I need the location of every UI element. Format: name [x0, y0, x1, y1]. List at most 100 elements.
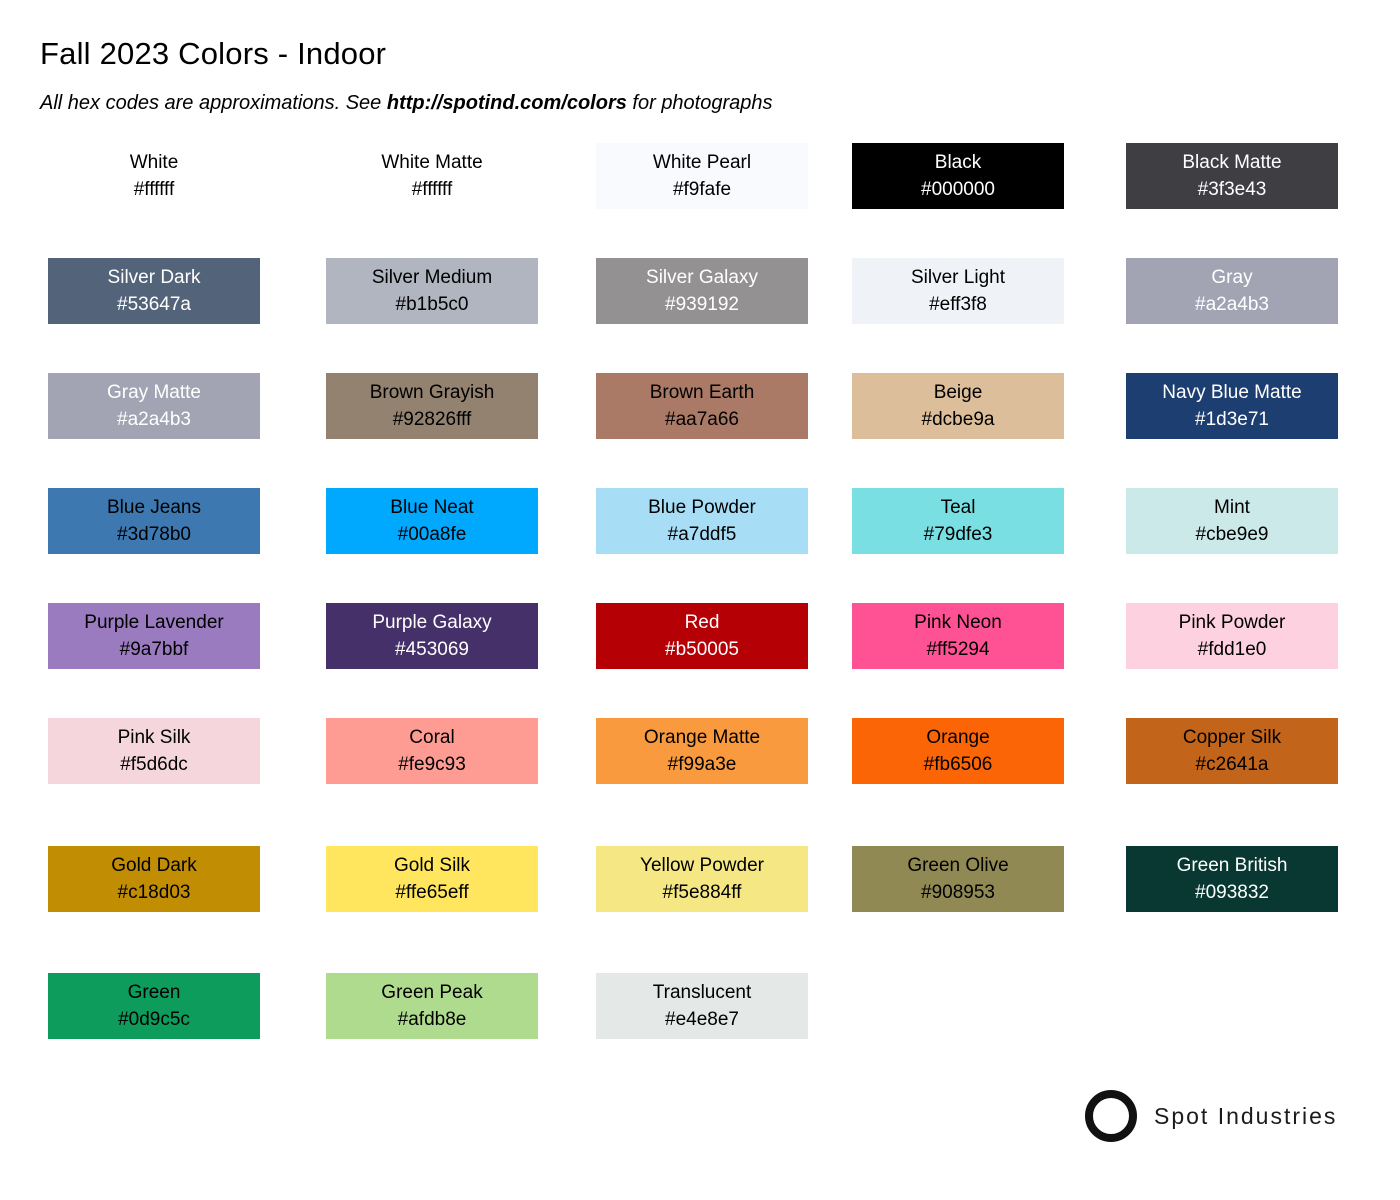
swatch-hex: #ffffff: [411, 179, 453, 200]
subtitle: All hex codes are approximations. See ht…: [40, 92, 773, 115]
swatch-hex: #f5e884ff: [662, 882, 742, 903]
swatch-name: Green: [127, 982, 181, 1003]
swatch-name: Green British: [1176, 855, 1288, 876]
swatch-name: Gray Matte: [107, 382, 201, 403]
swatch-hex: #0d9c5c: [118, 1009, 190, 1030]
color-swatch: Pink Powder #fdd1e0: [1126, 603, 1338, 669]
swatch-name: Pink Neon: [914, 612, 1002, 633]
swatch-hex: #9a7bbf: [119, 639, 189, 660]
color-swatch: Silver Medium #b1b5c0: [326, 258, 538, 324]
color-swatch: Brown Earth #aa7a66: [596, 373, 808, 439]
swatch-name: Orange Matte: [643, 727, 761, 748]
swatch-hex: #79dfe3: [923, 524, 993, 545]
subtitle-prefix: All hex codes are approximations. See: [40, 92, 387, 114]
swatch-name: Gold Dark: [111, 855, 197, 876]
swatch-name: Silver Galaxy: [646, 267, 758, 288]
swatch-hex: #fb6506: [923, 754, 993, 775]
color-swatch: Orange Matte #f99a3e: [596, 718, 808, 784]
color-swatch: Purple Galaxy #453069: [326, 603, 538, 669]
color-swatch: Gold Dark #c18d03: [48, 846, 260, 912]
swatch-hex: #908953: [921, 882, 995, 903]
swatch-hex: #453069: [395, 639, 469, 660]
color-swatch: Blue Jeans #3d78b0: [48, 488, 260, 554]
swatch-name: Purple Galaxy: [372, 612, 492, 633]
color-swatch: Gray #a2a4b3: [1126, 258, 1338, 324]
color-swatch: Orange #fb6506: [852, 718, 1064, 784]
color-swatch: Silver Dark #53647a: [48, 258, 260, 324]
swatch-name: Purple Lavender: [84, 612, 224, 633]
swatch-hex: #c18d03: [117, 882, 191, 903]
swatch-name: Brown Grayish: [369, 382, 495, 403]
swatch-hex: #3d78b0: [117, 524, 191, 545]
swatch-name: Black Matte: [1182, 152, 1282, 173]
swatch-hex: #f9fafe: [672, 179, 732, 200]
swatch-name: Silver Medium: [371, 267, 493, 288]
color-swatch: Teal #79dfe3: [852, 488, 1064, 554]
swatch-hex: #1d3e71: [1195, 409, 1269, 430]
color-swatch: Purple Lavender #9a7bbf: [48, 603, 260, 669]
swatch-hex: #b1b5c0: [395, 294, 469, 315]
color-swatch: Blue Neat #00a8fe: [326, 488, 538, 554]
swatch-name: Beige: [933, 382, 983, 403]
swatch-hex: #939192: [665, 294, 739, 315]
swatch-name: Green Peak: [381, 982, 483, 1003]
color-swatch: Navy Blue Matte #1d3e71: [1126, 373, 1338, 439]
swatch-hex: #a2a4b3: [117, 409, 191, 430]
subtitle-url: http://spotind.com/colors: [386, 92, 627, 114]
swatch-name: Pink Silk: [117, 727, 191, 748]
swatch-hex: #53647a: [117, 294, 191, 315]
swatch-name: Pink Powder: [1178, 612, 1286, 633]
swatch-name: Black: [934, 152, 982, 173]
swatch-name: Navy Blue Matte: [1162, 382, 1302, 403]
subtitle-suffix: for photographs: [626, 92, 773, 114]
swatch-name: Gold Silk: [393, 855, 471, 876]
swatch-hex: #fe9c93: [398, 754, 466, 775]
swatch-hex: #f99a3e: [667, 754, 737, 775]
ring-circle-icon: [1085, 1090, 1137, 1142]
brand-name: Spot Industries: [1154, 1102, 1338, 1129]
swatch-hex: #92826fff: [392, 409, 472, 430]
swatch-hex: #fdd1e0: [1197, 639, 1267, 660]
color-swatch: Green Peak #afdb8e: [326, 973, 538, 1039]
swatch-hex: #c2641a: [1195, 754, 1269, 775]
swatch-name: White Matte: [381, 152, 483, 173]
color-swatch: White #ffffff: [48, 143, 260, 209]
color-swatch: Mint #cbe9e9: [1126, 488, 1338, 554]
color-swatch: Black #000000: [852, 143, 1064, 209]
swatch-name: White: [129, 152, 179, 173]
color-swatch: Pink Silk #f5d6dc: [48, 718, 260, 784]
swatch-hex: #093832: [1195, 882, 1269, 903]
color-swatch: Translucent #e4e8e7: [596, 973, 808, 1039]
color-swatch: Blue Powder #a7ddf5: [596, 488, 808, 554]
swatch-name: Green Olive: [907, 855, 1009, 876]
color-swatch: Green British #093832: [1126, 846, 1338, 912]
swatch-hex: #ffe65eff: [395, 882, 469, 903]
swatch-hex: #00a8fe: [397, 524, 467, 545]
swatch-name: Silver Light: [911, 267, 1005, 288]
swatch-name: Mint: [1214, 497, 1250, 518]
swatch-name: Copper Silk: [1182, 727, 1282, 748]
swatch-name: Translucent: [652, 982, 752, 1003]
swatch-hex: #a7ddf5: [667, 524, 737, 545]
color-swatch: Yellow Powder #f5e884ff: [596, 846, 808, 912]
swatch-name: Gray: [1211, 267, 1253, 288]
swatch-name: Silver Dark: [107, 267, 201, 288]
page-title: Fall 2023 Colors - Indoor: [40, 36, 387, 71]
swatch-hex: #ff5294: [926, 639, 990, 660]
brand-footer: Spot Industries: [1085, 1090, 1337, 1142]
swatch-hex: #aa7a66: [665, 409, 739, 430]
color-swatch: Pink Neon #ff5294: [852, 603, 1064, 669]
swatch-hex: #ffffff: [133, 179, 175, 200]
swatch-hex: #a2a4b3: [1195, 294, 1269, 315]
color-swatch: Red #b50005: [596, 603, 808, 669]
color-swatch: Black Matte #3f3e43: [1126, 143, 1338, 209]
color-swatch: Copper Silk #c2641a: [1126, 718, 1338, 784]
swatch-hex: #3f3e43: [1197, 179, 1267, 200]
swatch-name: Orange: [926, 727, 990, 748]
color-swatch: Silver Light #eff3f8: [852, 258, 1064, 324]
color-swatch: Brown Grayish #92826fff: [326, 373, 538, 439]
swatch-name: Brown Earth: [649, 382, 755, 403]
color-swatch: Coral #fe9c93: [326, 718, 538, 784]
swatch-name: Coral: [409, 727, 455, 748]
